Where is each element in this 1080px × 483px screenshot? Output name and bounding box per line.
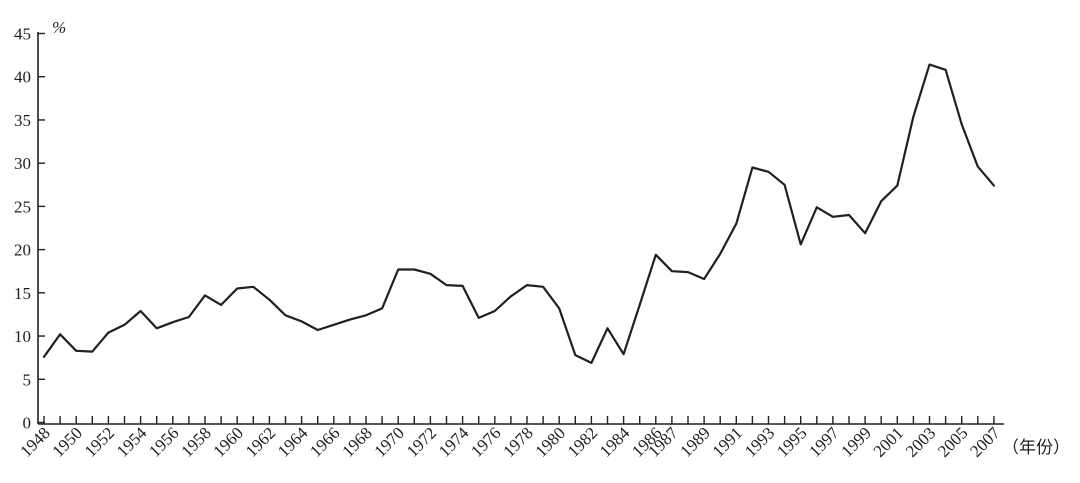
x-tick-label: 1968 [338, 423, 375, 460]
x-ticks: 1948195019521954195619581960196219641966… [16, 416, 1004, 461]
y-tick-label: 15 [14, 284, 31, 303]
x-tick-label: 1999 [837, 423, 874, 460]
x-tick-label: 2001 [870, 423, 907, 460]
x-tick-label: 1984 [596, 423, 634, 461]
y-tick-label: 0 [23, 414, 32, 433]
x-tick-label: 1995 [773, 423, 810, 460]
x-axis-label: （年份） [1002, 438, 1070, 458]
x-tick-label: 1956 [145, 423, 182, 460]
y-tick-label: 30 [14, 154, 31, 173]
x-tick-label: 1989 [676, 423, 713, 460]
y-tick-label: 10 [14, 327, 31, 346]
x-tick-label: 1970 [371, 423, 408, 460]
x-tick-label: 1966 [306, 423, 343, 460]
x-tick-label: 1950 [49, 423, 86, 460]
x-tick-label: 1997 [805, 423, 843, 461]
y-ticks: 0 5 10 15 20 25 30 35 40 45 [14, 25, 45, 433]
x-tick-label: 2003 [902, 423, 939, 460]
x-tick-label: 1982 [564, 423, 601, 460]
x-tick-label: 1974 [435, 423, 473, 461]
x-tick-label: 1978 [499, 423, 536, 460]
x-tick-label: 1993 [741, 423, 778, 460]
x-tick-label: 1991 [709, 423, 746, 460]
x-tick-label: 1976 [467, 423, 504, 460]
y-axis-unit-label: % [52, 18, 66, 37]
x-tick-label: 1964 [274, 423, 312, 461]
x-tick-label: 1972 [403, 423, 440, 460]
x-tick-label: 1980 [532, 423, 569, 460]
x-tick-label: 1962 [242, 423, 279, 460]
x-tick-label: 2005 [934, 423, 971, 460]
y-tick-label: 5 [23, 370, 32, 389]
x-tick-label: 1952 [81, 423, 118, 460]
x-tick-label: 1960 [210, 423, 247, 460]
y-tick-label: 25 [14, 197, 31, 216]
x-tick-label: 1958 [177, 423, 214, 460]
series-layer [42, 63, 996, 364]
axes [37, 32, 1004, 425]
y-tick-label: 35 [14, 111, 31, 130]
y-tick-label: 45 [14, 25, 31, 44]
y-tick-label: 40 [14, 68, 31, 87]
series-line [42, 63, 996, 364]
y-tick-label: 20 [14, 241, 31, 260]
x-tick-label: 1954 [113, 423, 151, 461]
x-tick-label: 2007 [966, 423, 1004, 461]
